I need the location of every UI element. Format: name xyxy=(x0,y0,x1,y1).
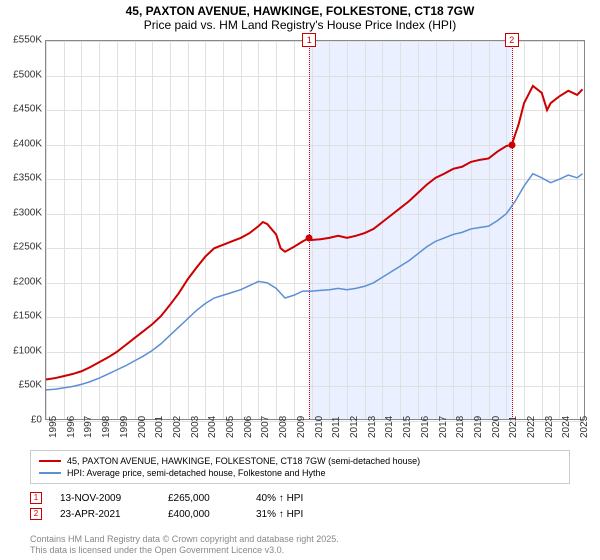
y-axis-tick-label: £450K xyxy=(4,104,42,115)
x-axis-tick-label: 2001 xyxy=(154,416,165,438)
x-axis-tick-label: 2003 xyxy=(190,416,201,438)
sale-row: 2 23-APR-2021 £400,000 31% ↑ HPI xyxy=(30,506,570,522)
x-axis-tick-label: 2019 xyxy=(473,416,484,438)
x-axis-tick-label: 2008 xyxy=(278,416,289,438)
x-axis-tick-label: 2022 xyxy=(526,416,537,438)
y-axis-tick-label: £550K xyxy=(4,35,42,46)
x-axis-tick-label: 2023 xyxy=(544,416,555,438)
x-axis-tick-label: 2006 xyxy=(243,416,254,438)
x-axis-tick-label: 2013 xyxy=(367,416,378,438)
y-axis-tick-label: £100K xyxy=(4,345,42,356)
sale-date: 13-NOV-2009 xyxy=(60,493,150,504)
x-axis-tick-label: 2004 xyxy=(207,416,218,438)
chart-lines-svg xyxy=(46,41,586,421)
sale-row-marker: 2 xyxy=(30,508,42,520)
y-axis-tick-label: £400K xyxy=(4,138,42,149)
y-axis-tick-label: £300K xyxy=(4,207,42,218)
y-axis-tick-label: £50K xyxy=(4,380,42,391)
x-axis-tick-label: 2002 xyxy=(172,416,183,438)
x-axis-tick-label: 1995 xyxy=(48,416,59,438)
x-axis-tick-label: 2018 xyxy=(455,416,466,438)
sale-row-marker: 1 xyxy=(30,492,42,504)
x-axis-tick-label: 2009 xyxy=(296,416,307,438)
chart-plot-area: 12 xyxy=(45,40,585,420)
x-axis-tick-label: 2005 xyxy=(225,416,236,438)
legend-label: HPI: Average price, semi-detached house,… xyxy=(67,468,325,478)
chart-legend: 45, PAXTON AVENUE, HAWKINGE, FOLKESTONE,… xyxy=(30,450,570,484)
x-axis-tick-label: 2025 xyxy=(579,416,590,438)
footer-line2: This data is licensed under the Open Gov… xyxy=(30,545,339,556)
legend-row: HPI: Average price, semi-detached house,… xyxy=(39,467,561,479)
y-axis-tick-label: £350K xyxy=(4,173,42,184)
legend-swatch xyxy=(39,460,61,462)
x-axis-tick-label: 2010 xyxy=(314,416,325,438)
y-axis-tick-label: £500K xyxy=(4,69,42,80)
sale-delta: 40% ↑ HPI xyxy=(256,493,303,504)
sale-row: 1 13-NOV-2009 £265,000 40% ↑ HPI xyxy=(30,490,570,506)
x-axis-tick-label: 2016 xyxy=(420,416,431,438)
sales-table: 1 13-NOV-2009 £265,000 40% ↑ HPI 2 23-APR-202… xyxy=(30,490,570,522)
sale-price: £400,000 xyxy=(168,509,238,520)
y-axis-tick-label: £250K xyxy=(4,242,42,253)
x-axis-tick-label: 1997 xyxy=(83,416,94,438)
x-axis-tick-label: 1999 xyxy=(119,416,130,438)
x-axis-tick-label: 1996 xyxy=(66,416,77,438)
sale-date: 23-APR-2021 xyxy=(60,509,150,520)
series-line-hpi xyxy=(46,174,582,390)
x-axis-tick-label: 2017 xyxy=(438,416,449,438)
x-axis-tick-label: 2000 xyxy=(137,416,148,438)
x-axis-tick-label: 2020 xyxy=(491,416,502,438)
x-axis-tick-label: 2024 xyxy=(561,416,572,438)
y-axis-tick-label: £200K xyxy=(4,276,42,287)
chart-title-line2: Price paid vs. HM Land Registry's House … xyxy=(0,18,600,32)
sale-price: £265,000 xyxy=(168,493,238,504)
attribution-footer: Contains HM Land Registry data © Crown c… xyxy=(30,534,339,556)
x-axis-tick-label: 2015 xyxy=(402,416,413,438)
y-axis-tick-label: £150K xyxy=(4,311,42,322)
legend-label: 45, PAXTON AVENUE, HAWKINGE, FOLKESTONE,… xyxy=(67,456,420,466)
legend-row: 45, PAXTON AVENUE, HAWKINGE, FOLKESTONE,… xyxy=(39,455,561,467)
x-axis-tick-label: 1998 xyxy=(101,416,112,438)
sale-delta: 31% ↑ HPI xyxy=(256,509,303,520)
y-axis-tick-label: £0 xyxy=(4,415,42,426)
chart-title-line1: 45, PAXTON AVENUE, HAWKINGE, FOLKESTONE,… xyxy=(0,4,600,18)
footer-line1: Contains HM Land Registry data © Crown c… xyxy=(30,534,339,545)
legend-swatch xyxy=(39,472,61,474)
x-axis-tick-label: 2007 xyxy=(260,416,271,438)
x-axis-tick-label: 2014 xyxy=(384,416,395,438)
x-axis-tick-label: 2021 xyxy=(508,416,519,438)
x-axis-tick-label: 2012 xyxy=(349,416,360,438)
x-axis-tick-label: 2011 xyxy=(331,416,342,438)
series-line-property xyxy=(46,86,582,380)
